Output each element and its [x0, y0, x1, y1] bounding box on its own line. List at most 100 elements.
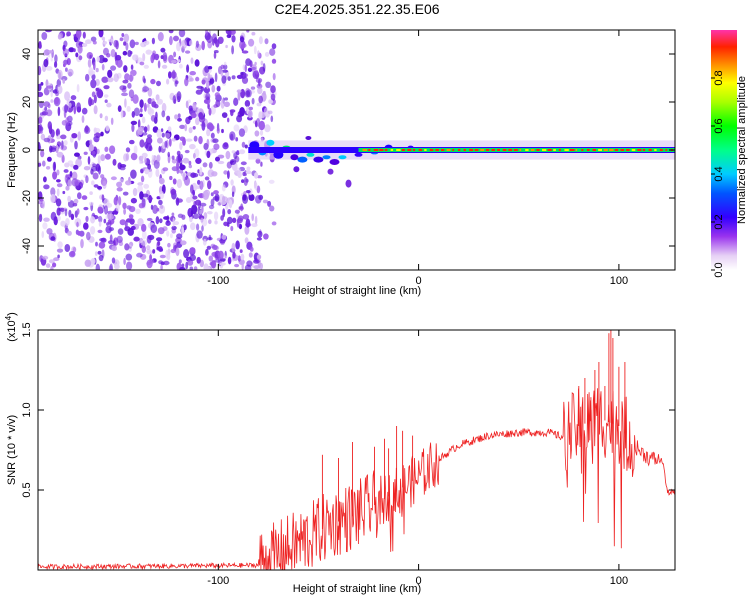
noise-blob: [88, 70, 96, 75]
noise-blob: [86, 231, 91, 241]
noise-blob: [176, 42, 181, 52]
noise-blob: [236, 114, 243, 123]
noise-blob: [201, 121, 206, 131]
noise-blob: [151, 109, 155, 114]
noise-blob: [231, 150, 236, 154]
noise-blob: [156, 237, 163, 242]
signal-blob: [297, 156, 308, 163]
noise-blob: [67, 68, 74, 77]
noise-blob: [229, 159, 237, 165]
noise-blob: [176, 91, 182, 101]
noise-blob: [171, 59, 177, 64]
noise-blob: [179, 142, 183, 150]
noise-blob: [42, 255, 49, 260]
noise-blob: [193, 213, 199, 220]
carrier-segment: [424, 149, 427, 151]
x-tick-label: -100: [207, 575, 229, 587]
carrier-segment: [642, 149, 646, 151]
noise-blob: [130, 197, 137, 204]
noise-blob: [222, 142, 229, 150]
noise-blob: [171, 155, 175, 160]
noise-blob: [153, 159, 160, 169]
noise-blob: [182, 157, 190, 164]
noise-blob: [239, 36, 245, 43]
spectrogram-y-axis-title: Frequency (Hz): [6, 112, 18, 188]
noise-blob: [206, 122, 214, 130]
carrier-segment: [542, 149, 547, 151]
noise-blob: [189, 143, 196, 150]
noise-blob: [122, 191, 129, 196]
noise-blob: [144, 126, 148, 133]
noise-blob: [52, 161, 56, 172]
noise-blob: [143, 102, 147, 112]
noise-blob: [116, 58, 123, 68]
noise-blob: [73, 105, 77, 115]
noise-blob: [231, 191, 235, 198]
colorbar-gradient: [711, 30, 737, 270]
noise-blob: [269, 205, 275, 212]
noise-blob: [97, 250, 102, 255]
noise-blob: [95, 263, 100, 270]
noise-blob: [60, 207, 65, 213]
noise-blob: [117, 105, 122, 112]
noise-blob: [239, 40, 246, 50]
noise-blob: [145, 49, 153, 55]
noise-blob: [125, 42, 129, 51]
noise-blob: [71, 133, 78, 139]
noise-blob: [167, 126, 172, 132]
noise-blob: [196, 230, 203, 239]
noise-blob: [85, 39, 92, 44]
noise-blob: [199, 166, 203, 176]
noise-blob: [188, 127, 193, 134]
noise-blob: [200, 202, 207, 207]
noise-blob: [177, 117, 182, 122]
noise-blob: [258, 111, 263, 120]
noise-blob: [95, 78, 100, 87]
noise-blob: [139, 61, 145, 66]
noise-blob: [56, 85, 63, 95]
noise-blob: [239, 107, 246, 117]
noise-blob: [213, 211, 219, 221]
noise-blob: [54, 54, 58, 63]
noise-blob: [188, 40, 193, 46]
noise-blob: [251, 31, 256, 36]
noise-blob: [157, 137, 163, 144]
noise-blob: [203, 86, 210, 94]
noise-blob: [53, 257, 60, 262]
y-tick-label: 20: [21, 96, 33, 108]
noise-blob: [189, 71, 196, 76]
noise-blob: [133, 236, 140, 242]
noise-blob: [38, 162, 42, 167]
carrier-segment: [469, 149, 473, 151]
carrier-segment: [659, 149, 663, 151]
noise-blob: [131, 123, 135, 133]
noise-blob: [213, 143, 220, 150]
noise-blob: [125, 180, 132, 186]
noise-blob: [195, 117, 200, 126]
noise-blob: [67, 230, 72, 236]
noise-blob: [172, 178, 177, 185]
noise-blob: [81, 115, 85, 123]
noise-blob: [58, 71, 62, 81]
noise-blob: [195, 76, 200, 82]
noise-blob: [245, 190, 251, 194]
noise-blob: [176, 178, 183, 189]
snr-panel: -100 0 100 0.5 1.0 1.5 Height of straight lin…: [4, 312, 676, 595]
noise-blob: [192, 101, 197, 111]
noise-blob: [248, 38, 255, 47]
noise-blob: [207, 103, 210, 110]
noise-blob: [111, 245, 117, 252]
noise-blob: [260, 161, 263, 167]
noise-blob: [133, 145, 138, 154]
noise-blob: [258, 78, 261, 87]
noise-blob: [152, 204, 159, 214]
noise-blob: [238, 205, 244, 210]
noise-blob: [113, 73, 119, 83]
noise-blob: [233, 151, 238, 160]
noise-blob: [176, 233, 183, 239]
noise-blob: [89, 54, 92, 59]
noise-blob: [179, 136, 186, 142]
noise-blob: [38, 116, 43, 124]
noise-blob: [66, 31, 71, 37]
noise-blob: [208, 74, 213, 79]
